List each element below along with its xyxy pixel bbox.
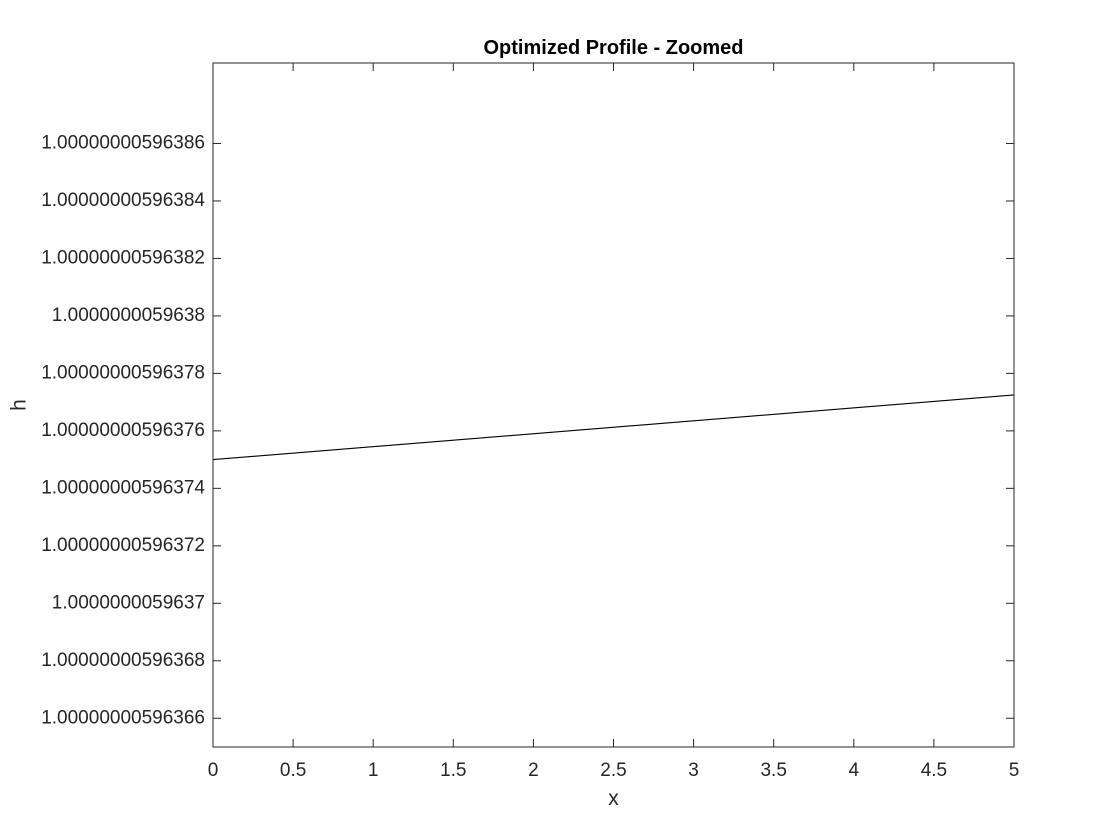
x-tick-label: 2.5 — [600, 760, 626, 781]
y-tick-label: 1.00000000596368 — [41, 650, 205, 671]
y-tick-label: 1.00000000596382 — [41, 247, 205, 268]
y-tick-label: 1.0000000059638 — [52, 305, 205, 326]
x-tick-label: 1 — [368, 760, 379, 781]
y-tick-label: 1.00000000596378 — [41, 362, 205, 383]
x-tick-label: 2 — [528, 760, 539, 781]
chart-title: Optimized Profile - Zoomed — [483, 37, 743, 59]
y-tick-label: 1.00000000596372 — [41, 535, 205, 556]
x-tick-label: 3.5 — [760, 760, 786, 781]
x-tick-label: 3 — [688, 760, 699, 781]
y-tick-label: 1.00000000596374 — [41, 477, 205, 498]
y-tick-label: 1.00000000596386 — [41, 132, 205, 153]
x-tick-label: 4 — [849, 760, 860, 781]
x-tick-label: 1.5 — [440, 760, 466, 781]
plot-data-layer — [212, 394, 1015, 461]
axis-ticks: 0 0.5 1 1.5 2 2.5 3 3.5 4 4.5 5 1.00000000596366 1.0… — [41, 63, 1019, 781]
x-tick-label: 5 — [1009, 760, 1020, 781]
y-axis-label: h — [8, 399, 31, 411]
x-tick-label: 0 — [208, 760, 219, 781]
x-tick-label: 4.5 — [921, 760, 947, 781]
y-tick-label: 1.0000000059637 — [52, 592, 205, 613]
x-tick-label: 0.5 — [280, 760, 306, 781]
y-tick-label: 1.00000000596384 — [41, 190, 205, 211]
x-axis-label: x — [608, 787, 619, 810]
y-tick-label: 1.00000000596366 — [41, 707, 205, 728]
y-tick-label: 1.00000000596376 — [41, 420, 205, 441]
series-line-h — [212, 394, 1015, 461]
